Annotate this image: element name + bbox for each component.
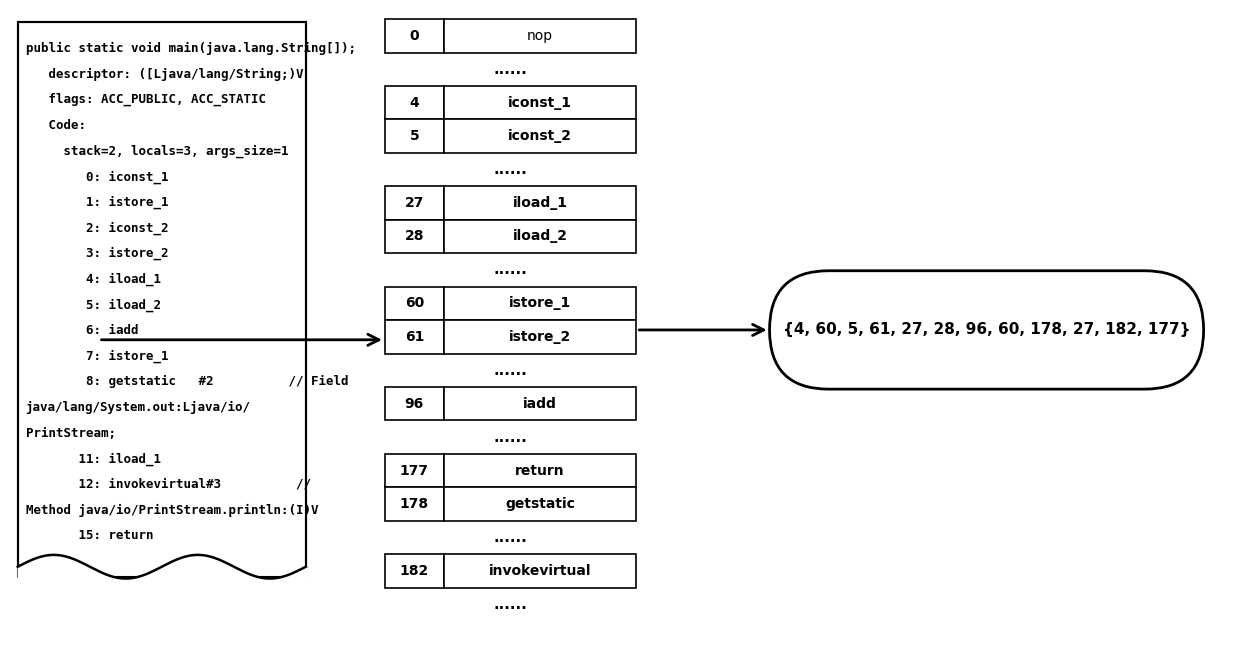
Text: 5: 5 bbox=[410, 129, 419, 143]
Text: return: return bbox=[515, 464, 565, 478]
Text: nop: nop bbox=[527, 29, 554, 43]
Text: 1: istore_1: 1: istore_1 bbox=[26, 196, 169, 209]
Text: iconst_2: iconst_2 bbox=[508, 129, 572, 143]
Text: PrintStream;: PrintStream; bbox=[26, 426, 115, 439]
Text: getstatic: getstatic bbox=[506, 497, 575, 511]
Polygon shape bbox=[385, 286, 444, 320]
Polygon shape bbox=[444, 186, 637, 220]
Polygon shape bbox=[385, 186, 444, 220]
Text: stack=2, locals=3, args_size=1: stack=2, locals=3, args_size=1 bbox=[26, 145, 289, 158]
Text: Code:: Code: bbox=[26, 119, 85, 132]
Text: {4, 60, 5, 61, 27, 28, 96, 60, 178, 27, 182, 177}: {4, 60, 5, 61, 27, 28, 96, 60, 178, 27, … bbox=[783, 322, 1191, 337]
Text: iconst_1: iconst_1 bbox=[508, 96, 572, 110]
Text: 0: 0 bbox=[410, 29, 419, 43]
Polygon shape bbox=[444, 320, 637, 353]
Polygon shape bbox=[444, 387, 637, 421]
Polygon shape bbox=[444, 220, 637, 253]
Text: java/lang/System.out:Ljava/io/: java/lang/System.out:Ljava/io/ bbox=[26, 401, 250, 414]
Polygon shape bbox=[444, 487, 637, 521]
FancyBboxPatch shape bbox=[769, 271, 1203, 389]
Text: 2: iconst_2: 2: iconst_2 bbox=[26, 221, 169, 235]
Text: 4: iload_1: 4: iload_1 bbox=[26, 273, 161, 286]
Text: 182: 182 bbox=[400, 564, 429, 578]
Text: 28: 28 bbox=[405, 230, 424, 243]
Text: istore_2: istore_2 bbox=[509, 330, 571, 344]
Polygon shape bbox=[385, 19, 444, 53]
Polygon shape bbox=[444, 19, 637, 53]
Text: 4: 4 bbox=[410, 96, 419, 110]
Text: ......: ...... bbox=[493, 162, 528, 177]
Text: ......: ...... bbox=[493, 363, 528, 378]
Text: 0: iconst_1: 0: iconst_1 bbox=[26, 170, 169, 184]
Text: 12: invokevirtual#3          //: 12: invokevirtual#3 // bbox=[26, 478, 311, 491]
Text: 15: return: 15: return bbox=[26, 529, 154, 542]
Text: ......: ...... bbox=[493, 597, 528, 612]
Text: 178: 178 bbox=[400, 497, 429, 511]
Polygon shape bbox=[444, 86, 637, 120]
Text: invokevirtual: invokevirtual bbox=[489, 564, 591, 578]
Text: flags: ACC_PUBLIC, ACC_STATIC: flags: ACC_PUBLIC, ACC_STATIC bbox=[26, 93, 265, 107]
Text: 61: 61 bbox=[405, 330, 424, 344]
Polygon shape bbox=[385, 487, 444, 521]
Polygon shape bbox=[385, 387, 444, 421]
Text: istore_1: istore_1 bbox=[509, 296, 571, 311]
Polygon shape bbox=[444, 554, 637, 588]
FancyBboxPatch shape bbox=[17, 22, 306, 577]
Text: iload_1: iload_1 bbox=[513, 196, 567, 210]
Text: 8: getstatic   #2          // Field: 8: getstatic #2 // Field bbox=[26, 376, 348, 389]
Text: Method java/io/PrintStream.println:(I)V: Method java/io/PrintStream.println:(I)V bbox=[26, 504, 318, 517]
Text: 5: iload_2: 5: iload_2 bbox=[26, 298, 161, 312]
Polygon shape bbox=[385, 554, 444, 588]
Polygon shape bbox=[444, 454, 637, 487]
Text: ......: ...... bbox=[493, 530, 528, 545]
Text: ......: ...... bbox=[493, 262, 528, 277]
Polygon shape bbox=[385, 454, 444, 487]
Polygon shape bbox=[385, 220, 444, 253]
Text: 177: 177 bbox=[400, 464, 429, 478]
Polygon shape bbox=[385, 86, 444, 120]
Text: 60: 60 bbox=[405, 296, 424, 311]
Text: 3: istore_2: 3: istore_2 bbox=[26, 247, 169, 260]
Text: 11: iload_1: 11: iload_1 bbox=[26, 452, 161, 465]
Text: 6: iadd: 6: iadd bbox=[26, 324, 139, 337]
Text: public static void main(java.lang.String[]);: public static void main(java.lang.String… bbox=[26, 42, 356, 55]
Polygon shape bbox=[385, 120, 444, 153]
Text: iload_2: iload_2 bbox=[513, 230, 567, 243]
Text: iadd: iadd bbox=[523, 396, 558, 411]
Text: 27: 27 bbox=[405, 196, 424, 210]
Text: 7: istore_1: 7: istore_1 bbox=[26, 350, 169, 363]
Polygon shape bbox=[444, 120, 637, 153]
Text: descriptor: ([Ljava/lang/String;)V: descriptor: ([Ljava/lang/String;)V bbox=[26, 68, 304, 81]
Text: ......: ...... bbox=[493, 62, 528, 77]
Text: ......: ...... bbox=[493, 430, 528, 445]
Polygon shape bbox=[444, 286, 637, 320]
Polygon shape bbox=[385, 320, 444, 353]
Text: 96: 96 bbox=[405, 396, 424, 411]
